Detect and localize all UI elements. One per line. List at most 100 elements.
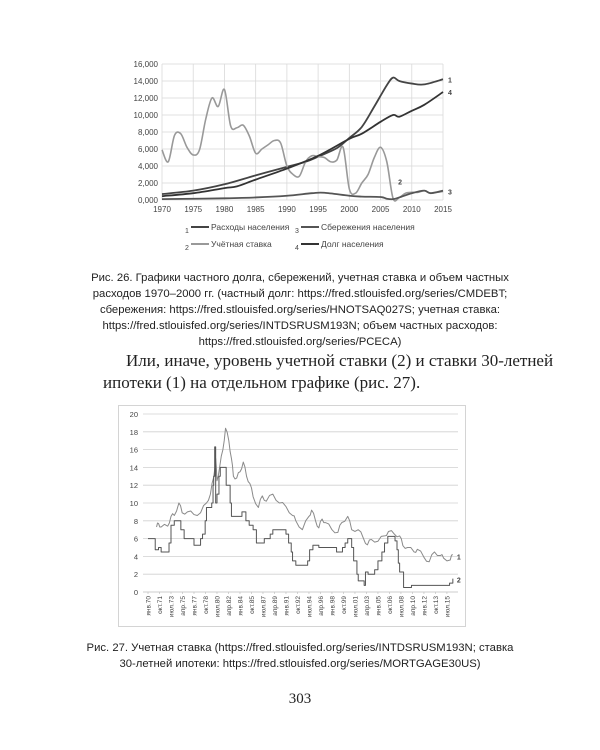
- series-line-2: [161, 88, 444, 202]
- body-paragraph-line: Или, иначе, уровень учетной ставки (2) и…: [126, 351, 554, 370]
- legend-label: Расходы населения: [211, 222, 290, 232]
- legend-number: 3: [295, 227, 299, 235]
- x-tick-label: 2015: [434, 205, 452, 214]
- x-tick-label: янв.91: [283, 596, 290, 616]
- figure-26-caption: Рис. 26. Графики частного долга, сбереже…: [60, 270, 540, 350]
- y-tick-label: 14,000: [134, 77, 159, 86]
- caption-line: https://fred.stlouisfed.org/series/PCECA…: [198, 336, 402, 348]
- x-tick-label: июл.01: [352, 596, 359, 618]
- x-tick-label: 1975: [184, 205, 202, 214]
- x-tick-label: окт.99: [341, 596, 348, 614]
- series-line-1: [161, 76, 444, 195]
- x-tick-label: июл.94: [306, 596, 313, 618]
- caption-line: сбережения: https://fred.stlouisfed.org/…: [99, 304, 501, 316]
- y-tick-label: 4: [134, 552, 138, 561]
- y-tick-label: 0: [134, 588, 138, 597]
- y-tick-label: 2: [134, 570, 138, 579]
- y-tick-label: 8,000: [138, 128, 159, 137]
- figure-26-chart: 0,000 2,000 4,000 6,000 8,000 10,000 12,000 14,…: [134, 60, 453, 214]
- x-tick-label: 2010: [403, 205, 421, 214]
- y-tick-label: 2,000: [138, 179, 159, 188]
- figure-27-caption: Рис. 27. Учетная ставка (https://fred.st…: [60, 640, 540, 672]
- x-tick-label: 2000: [340, 205, 358, 214]
- x-tick-label: июл.87: [260, 596, 267, 618]
- legend-number: 2: [185, 244, 189, 252]
- x-tick-label: 1985: [247, 205, 265, 214]
- x-tick-label: 1995: [309, 205, 327, 214]
- x-tick-label: окт.85: [249, 596, 256, 614]
- series-line-1: [156, 427, 454, 563]
- x-tick-label: янв.77: [191, 596, 198, 616]
- series-end-label: 1: [448, 77, 452, 84]
- x-tick-label: июл.73: [168, 596, 175, 618]
- x-tick-label: 1980: [216, 205, 234, 214]
- x-tick-label: янв.70: [146, 596, 153, 616]
- body-paragraph-line: ипотеки (1) на отдельном графике (рис. 2…: [103, 373, 421, 392]
- x-tick-label: 1990: [278, 205, 296, 214]
- y-tick-label: 12: [130, 481, 138, 490]
- y-tick-label: 16: [130, 446, 138, 455]
- series-end-label: 2: [398, 179, 402, 186]
- y-tick-label: 0,000: [138, 196, 159, 205]
- legend-label: Долг населения: [321, 239, 384, 249]
- x-tick-label: окт.06: [387, 596, 394, 614]
- x-tick-label: окт.92: [295, 596, 302, 614]
- x-tick-label: июл.80: [214, 596, 221, 618]
- series-end-label: 1: [457, 555, 461, 562]
- y-tick-label: 6,000: [138, 145, 159, 154]
- legend-swatch: [301, 243, 319, 245]
- x-tick-label: апр.96: [318, 596, 325, 616]
- x-tick-label: апр.03: [364, 596, 371, 616]
- x-tick-label: апр.89: [272, 596, 279, 616]
- series-end-label: 4: [448, 90, 452, 97]
- y-tick-label: 20: [130, 410, 138, 419]
- x-tick-label: янв.84: [237, 596, 244, 616]
- page-number: 303: [288, 691, 312, 707]
- legend-item-3: 3 Сбережения населения: [295, 222, 415, 235]
- series-line-3: [161, 189, 444, 201]
- legend-swatch: [301, 226, 319, 228]
- y-tick-label: 16,000: [134, 60, 159, 69]
- x-tick-label: апр.10: [410, 596, 417, 616]
- legend-item-4: 4 Долг населения: [295, 239, 384, 252]
- x-tick-label: янв.98: [329, 596, 336, 616]
- x-tick-label: окт.78: [203, 596, 210, 614]
- y-tick-label: 4,000: [138, 162, 159, 171]
- caption-line: Рис. 27. Учетная ставка (https://fred.st…: [86, 642, 514, 654]
- x-tick-label: окт.13: [433, 596, 440, 614]
- y-tick-label: 6: [134, 535, 138, 544]
- x-tick-label: июл.08: [398, 596, 405, 618]
- caption-line: 30-летней ипотеки: https://fred.stlouisf…: [119, 658, 481, 670]
- figure-27-frame: [118, 405, 466, 627]
- y-tick-label: 12,000: [134, 94, 159, 103]
- x-tick-label: июл.15: [444, 596, 451, 618]
- y-tick-label: 10,000: [134, 111, 159, 120]
- series-end-label: 2: [457, 578, 461, 585]
- x-tick-label: 1970: [153, 205, 171, 214]
- legend-number: 1: [185, 227, 189, 235]
- legend-item-2: 2 Учётная ставка: [185, 239, 272, 252]
- y-tick-label: 8: [134, 517, 138, 526]
- y-tick-label: 18: [130, 428, 138, 437]
- x-tick-label: янв.05: [375, 596, 382, 616]
- series-end-label: 3: [448, 190, 452, 197]
- x-tick-label: янв.12: [421, 596, 428, 616]
- legend-swatch: [191, 226, 209, 228]
- x-tick-label: 2005: [372, 205, 390, 214]
- x-tick-label: окт.71: [157, 596, 164, 614]
- series-line-4: [161, 91, 444, 198]
- caption-line: расходов 1970–2000 гг. (частный долг: ht…: [92, 288, 508, 300]
- series-line-2: [148, 446, 454, 589]
- legend-label: Учётная ставка: [211, 239, 272, 249]
- y-tick-label: 10: [130, 499, 138, 508]
- caption-line: https://fred.stlouisfed.org/series/INTDS…: [102, 320, 498, 332]
- caption-line: Рис. 26. Графики частного долга, сбереже…: [91, 272, 509, 284]
- legend-swatch: [191, 243, 209, 245]
- x-tick-label: апр.82: [226, 596, 233, 616]
- legend-label: Сбережения населения: [321, 222, 415, 232]
- y-tick-label: 14: [130, 463, 138, 472]
- legend-number: 4: [295, 244, 299, 252]
- x-tick-label: апр.75: [180, 596, 187, 616]
